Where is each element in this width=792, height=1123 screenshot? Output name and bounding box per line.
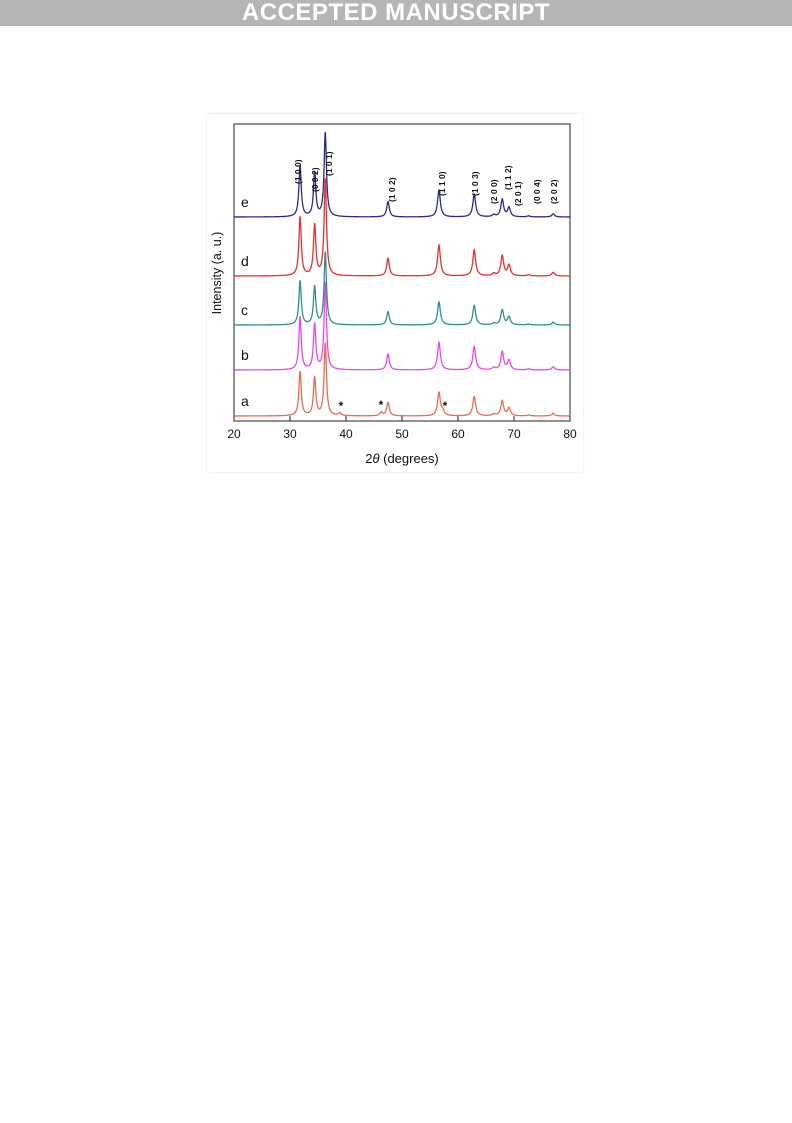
miller-index-label: (0 0 4): [532, 179, 542, 204]
xrd-chart: a b c d e (1 0 0) (0 0 2) (1 0 1) (1 0 2) (1 1 0…: [210, 123, 577, 466]
accepted-manuscript-banner: ACCEPTED MANUSCRIPT: [0, 0, 792, 26]
series-a-label: a: [241, 393, 249, 409]
x-tick-label: 60: [451, 427, 465, 441]
miller-index-label: (2 0 2): [549, 179, 559, 204]
miller-index-label: (1 0 0): [293, 159, 303, 184]
series-d-label: d: [241, 253, 249, 269]
miller-index-label: (2 0 1): [513, 181, 523, 206]
impurity-marker: *: [339, 399, 344, 413]
miller-index-label: (1 0 2): [387, 177, 397, 202]
x-tick-label: 30: [283, 427, 297, 441]
miller-index-label: (1 0 1): [324, 151, 334, 176]
xrd-figure: a b c d e (1 0 0) (0 0 2) (1 0 1) (1 0 2) (1 1 0…: [207, 114, 583, 472]
miller-index-label: (0 0 2): [310, 167, 320, 192]
miller-index-label: (1 1 2): [503, 165, 513, 190]
x-axis-label: 2θ (degrees): [365, 451, 439, 466]
series-c-line: [234, 251, 570, 326]
impurity-marker: *: [379, 398, 384, 412]
x-axis: 20 30 40 50 60 70 80: [227, 416, 577, 441]
plot-frame: [233, 123, 571, 422]
x-tick-label: 70: [507, 427, 521, 441]
miller-index-label: (1 1 0): [437, 171, 447, 196]
impurity-marker: *: [443, 399, 448, 413]
miller-index-label: (2 0 0): [489, 179, 499, 204]
series-e-line: [234, 131, 570, 218]
annotations-group: (1 0 0) (0 0 2) (1 0 1) (1 0 2) (1 1 0) (1 0 …: [293, 151, 559, 413]
y-axis-label: Intensity (a. u.): [210, 232, 224, 315]
series-c-label: c: [241, 302, 248, 318]
traces-group: a b c d e: [233, 131, 570, 417]
series-a-line: [233, 342, 570, 417]
series-e-label: e: [241, 194, 249, 210]
x-tick-label: 20: [227, 427, 241, 441]
x-tick-label: 80: [563, 427, 577, 441]
series-b-line: [234, 281, 570, 371]
x-tick-label: 40: [339, 427, 353, 441]
series-b-label: b: [241, 347, 249, 363]
miller-index-label: (1 0 3): [470, 171, 480, 196]
x-tick-label: 50: [395, 427, 409, 441]
series-d-line: [234, 178, 570, 277]
